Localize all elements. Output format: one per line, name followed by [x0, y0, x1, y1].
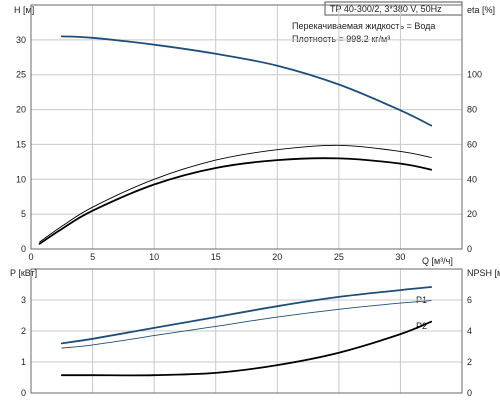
y2-tick-label: 0	[467, 388, 472, 398]
y2-tick-label: 4	[467, 326, 472, 336]
liquid-label: Перекачиваемая жидкость = Вода	[292, 21, 435, 31]
y-tick-label: 15	[16, 139, 26, 149]
y-tick-label: 20	[16, 105, 26, 115]
npsh-curve	[60, 320, 433, 377]
y-tick-label: 2	[21, 326, 26, 336]
y2-tick-label: 100	[467, 70, 482, 80]
p-axis-label: P [кВт]	[10, 268, 37, 278]
eta-bold-curve	[38, 157, 433, 245]
y-tick-label: 10	[16, 174, 26, 184]
eta-thin-curve	[39, 144, 432, 243]
bottom-plot-frame	[30, 268, 463, 394]
y2-tick-label: 2	[467, 357, 472, 367]
chart-title: TP 40-300/2, 3*380 V, 50Hz	[330, 4, 442, 14]
h-curve	[60, 35, 433, 127]
y-tick-label: 3	[21, 295, 26, 305]
x-tick-label: 10	[149, 252, 159, 262]
y2-tick-label: 20	[467, 209, 477, 219]
y-tick-label: 30	[16, 35, 26, 45]
x-tick-label: 15	[211, 252, 221, 262]
density-label: Плотность = 998.2 кг/м³	[292, 34, 390, 44]
y-tick-label: 0	[21, 244, 26, 254]
y2-tick-label: 60	[467, 139, 477, 149]
h-axis-label: H [м]	[14, 5, 34, 15]
eta-axis-label: eta [%]	[467, 5, 495, 15]
x-tick-label: 20	[272, 252, 282, 262]
p1-curve	[60, 286, 433, 345]
y2-tick-label: 80	[467, 105, 477, 115]
x-tick-label: 5	[90, 252, 95, 262]
p2-curve	[61, 300, 432, 349]
q-axis-label: Q [м³/ч]	[422, 256, 453, 266]
y-tick-label: 0	[21, 388, 26, 398]
y2-tick-label: 40	[467, 174, 477, 184]
x-tick-label: 0	[28, 252, 33, 262]
y2-tick-label: 0	[467, 244, 472, 254]
x-tick-label: 25	[334, 252, 344, 262]
y-tick-label: 25	[16, 70, 26, 80]
npsh-axis-label: NPSH [м]	[467, 268, 500, 278]
y-tick-label: 5	[21, 209, 26, 219]
y-tick-label: 1	[21, 357, 26, 367]
y2-tick-label: 6	[467, 295, 472, 305]
top-plot-frame	[30, 4, 463, 250]
x-tick-label: 30	[395, 252, 405, 262]
